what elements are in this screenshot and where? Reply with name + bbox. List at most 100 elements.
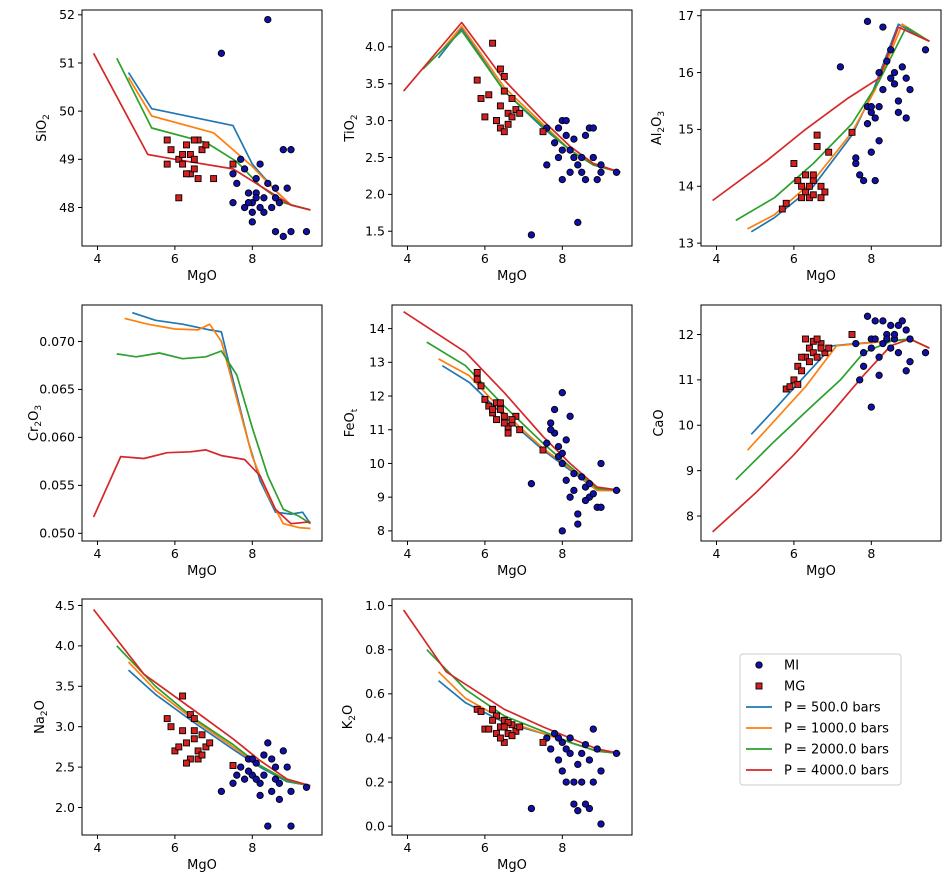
mg-point	[477, 708, 485, 715]
mg-point	[190, 155, 198, 163]
mi-point	[566, 146, 574, 154]
legend-entry: P = 2000.0 bars	[746, 743, 889, 758]
mg-point	[167, 723, 175, 731]
series-line-1	[127, 669, 311, 787]
series-line-3	[426, 341, 621, 492]
mi-point	[260, 751, 268, 759]
mg-point	[163, 136, 171, 144]
mi-point	[279, 232, 287, 241]
mi-point	[302, 783, 311, 791]
mi-point	[217, 787, 226, 796]
y-tick-label: 4.5	[55, 598, 75, 613]
x-tick-label: 4	[94, 251, 102, 266]
mi-point	[248, 218, 256, 226]
data-points	[473, 705, 621, 828]
mg-point	[500, 128, 508, 136]
mi-point	[875, 353, 883, 361]
series-line-4	[92, 608, 311, 787]
mi-point	[244, 189, 253, 197]
mg-point	[504, 120, 512, 128]
y-tick-label: 4.0	[365, 39, 385, 54]
mi-point	[574, 760, 582, 769]
axes-frame	[81, 598, 323, 836]
mi-point	[240, 775, 249, 783]
mi-point	[898, 63, 906, 71]
mi-point	[894, 97, 903, 105]
mi-point	[578, 473, 586, 481]
mi-point	[859, 349, 868, 357]
series-line-4	[402, 21, 621, 174]
mg-point	[539, 128, 547, 136]
mi-point	[863, 17, 872, 26]
mg-point	[821, 349, 829, 357]
mi-point	[271, 184, 280, 192]
mg-point	[194, 755, 202, 763]
mg-point	[500, 723, 508, 731]
y-tick-label: 51	[59, 55, 75, 70]
mg-point	[809, 177, 817, 185]
y-tick-label: 1.0	[365, 598, 385, 613]
mi-point	[578, 153, 586, 162]
mi-point	[271, 194, 280, 202]
mg-point	[798, 367, 806, 375]
mi-point	[527, 231, 536, 239]
mg-point	[496, 102, 504, 110]
mg-point	[500, 72, 508, 80]
mi-point	[275, 795, 284, 804]
mi-point	[558, 175, 566, 184]
y-tick-label: 48	[59, 200, 75, 215]
x-axis-label: MgO	[806, 564, 836, 579]
x-tick-label: 8	[558, 251, 566, 266]
mg-point	[489, 716, 497, 724]
mg-point	[202, 141, 210, 149]
y-tick-label: 16	[678, 65, 694, 80]
mg-point	[512, 727, 520, 735]
mg-point	[500, 87, 508, 95]
y-tick-label: 0.050	[39, 526, 75, 541]
mi-point	[581, 800, 590, 808]
y-axis-label: K2​O	[341, 705, 358, 730]
y-tick-label: 9	[377, 489, 385, 504]
legend-frame	[739, 653, 902, 786]
mi-point	[581, 131, 590, 140]
mi-point	[836, 63, 845, 71]
mg-point	[183, 170, 190, 178]
mg-point	[198, 731, 206, 739]
mi-point	[597, 161, 605, 169]
mi-point	[612, 749, 621, 758]
mg-point	[539, 446, 547, 454]
mg-point	[473, 375, 481, 383]
mg-point	[802, 335, 809, 343]
mi-point	[574, 520, 582, 528]
legend-entry: P = 500.0 bars	[746, 701, 881, 716]
mi-point	[256, 791, 264, 800]
x-tick-label: 6	[790, 251, 798, 266]
mi-point	[585, 480, 594, 488]
x-axis-label: MgO	[497, 858, 527, 873]
y-tick-label: 3.0	[365, 113, 385, 128]
mg-point	[504, 429, 512, 437]
mg-point	[516, 723, 524, 731]
mi-point	[558, 527, 566, 535]
mi-point	[279, 747, 287, 755]
mg-point	[206, 739, 214, 747]
mi-point	[217, 49, 226, 57]
series-line-4	[92, 449, 311, 525]
mg-point	[477, 382, 485, 390]
mg-point	[778, 205, 786, 213]
mi-point	[921, 349, 930, 357]
mi-point	[883, 57, 891, 65]
mg-point	[794, 177, 802, 185]
mi-point	[867, 103, 875, 111]
mg-point	[809, 171, 817, 179]
y-tick-label: 2.5	[365, 150, 385, 165]
mi-point	[883, 335, 891, 343]
mg-point	[790, 160, 798, 167]
mg-point	[508, 113, 516, 121]
x-tick-label: 6	[790, 546, 798, 561]
mi-point	[875, 68, 883, 77]
mg-point	[798, 194, 806, 202]
mg-point	[805, 344, 813, 352]
mi-point	[894, 321, 903, 330]
mi-point	[271, 227, 280, 236]
